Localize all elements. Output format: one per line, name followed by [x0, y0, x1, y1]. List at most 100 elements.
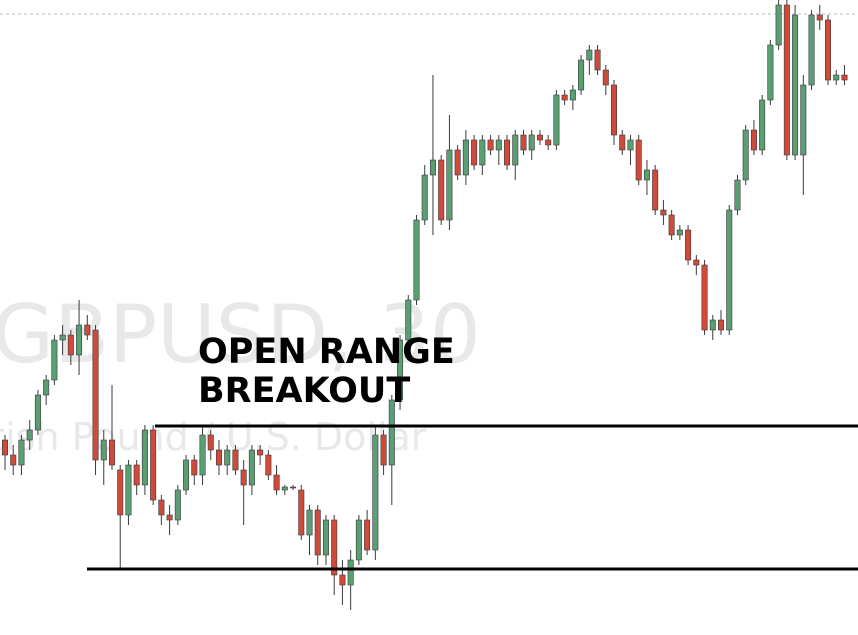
candle-body — [248, 449, 255, 486]
candle-body — [800, 84, 807, 156]
candle-body — [314, 509, 321, 556]
candle-body — [767, 44, 774, 101]
candle-body — [462, 139, 469, 176]
candle-body — [742, 129, 749, 181]
candle-body — [545, 139, 552, 146]
candle-body — [1, 439, 9, 456]
candle-body — [265, 454, 272, 476]
candle-body — [158, 499, 165, 516]
candle-body — [215, 449, 222, 466]
candle-body — [372, 434, 379, 551]
candle-body — [561, 94, 568, 101]
candle-body — [207, 434, 214, 451]
candle-body — [750, 129, 757, 151]
candle-body — [125, 464, 132, 516]
candle-body — [611, 84, 618, 136]
candle-body — [108, 439, 115, 466]
candle-body — [471, 139, 478, 166]
candle-body — [824, 19, 831, 81]
candle-body — [405, 299, 412, 341]
candle-body — [34, 394, 41, 431]
candle-body — [224, 449, 231, 466]
candle-body — [67, 334, 74, 356]
candle-body — [331, 519, 338, 576]
candle-body — [388, 399, 395, 466]
candle-body — [429, 159, 436, 176]
candle-body — [273, 474, 280, 491]
candle-body — [100, 439, 107, 461]
candle-body — [183, 459, 190, 491]
candle-body — [504, 139, 511, 166]
candle-body — [726, 209, 733, 331]
marks — [0, 0, 858, 610]
candle-body — [92, 329, 99, 461]
candle-body — [512, 134, 519, 166]
candle-body — [413, 219, 420, 301]
candle-body — [339, 574, 346, 586]
candle-body — [553, 94, 560, 146]
candle-body — [520, 134, 527, 151]
candle-body — [281, 486, 288, 491]
candle-body — [141, 429, 148, 486]
candle-body — [133, 464, 140, 486]
candle-body — [51, 339, 58, 381]
candle-body — [380, 434, 387, 466]
candle-body — [734, 179, 741, 211]
candle-body — [792, 14, 799, 156]
candle-body — [635, 139, 642, 181]
candle-body — [808, 14, 815, 86]
candle-body — [117, 469, 124, 516]
candle-body — [438, 159, 445, 221]
candle-body — [578, 59, 585, 91]
candle-body — [816, 14, 823, 21]
candle-body — [306, 509, 313, 536]
candle-body — [355, 519, 362, 561]
candle-body — [701, 264, 708, 331]
candle-body — [479, 139, 486, 166]
candle-body — [43, 379, 50, 396]
candle-body — [84, 324, 91, 336]
candle-body — [322, 519, 329, 556]
candle-body — [290, 486, 297, 489]
candle-body — [421, 174, 428, 221]
candle-body — [668, 214, 675, 236]
candle-body — [619, 134, 626, 151]
candle-body — [199, 434, 206, 476]
candle-body — [150, 429, 157, 501]
candle-body — [364, 519, 371, 551]
candle-body — [685, 229, 692, 261]
candle-body — [397, 339, 404, 401]
candle-body — [446, 149, 453, 221]
candle-body — [586, 49, 593, 61]
candle-body — [602, 69, 609, 86]
candle-body — [347, 559, 354, 586]
candle-body — [495, 139, 502, 151]
candle-body — [783, 4, 790, 156]
candle-body — [759, 99, 766, 151]
candle-body — [454, 149, 461, 176]
candle-body — [232, 449, 239, 471]
candle-body — [528, 134, 535, 151]
candle-body — [627, 139, 634, 151]
candle-body — [841, 74, 848, 81]
candle-body — [709, 319, 716, 331]
candle-body — [643, 169, 650, 181]
candle-body — [26, 429, 33, 441]
candle-body — [569, 89, 576, 101]
candle-body — [174, 489, 181, 521]
candle-body — [660, 209, 667, 216]
annotation-line: BREAKOUT — [198, 371, 410, 411]
candle-body — [676, 229, 683, 236]
candle-body — [59, 334, 66, 341]
annotation-line: OPEN RANGE — [198, 332, 455, 372]
candle-body — [298, 489, 305, 536]
candle-body — [536, 134, 543, 141]
candle-body — [18, 439, 25, 466]
candle-body — [718, 319, 725, 331]
candle-body — [191, 459, 198, 476]
candle-body — [10, 454, 17, 466]
candle-body — [833, 74, 840, 81]
candle-body — [693, 259, 700, 266]
candle-body — [775, 4, 782, 46]
candle-body — [594, 49, 601, 71]
